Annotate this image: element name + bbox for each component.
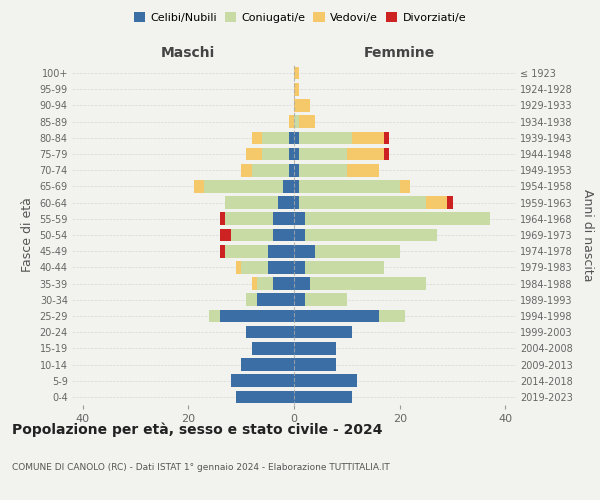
Bar: [347, 148, 384, 160]
Bar: [447, 196, 452, 209]
Bar: [268, 261, 294, 274]
Legend: Celibi/Nubili, Coniugati/e, Vedovi/e, Divorziati/e: Celibi/Nubili, Coniugati/e, Vedovi/e, Di…: [130, 8, 470, 28]
Text: Femmine: Femmine: [364, 46, 436, 60]
Bar: [400, 180, 410, 192]
Bar: [273, 228, 294, 241]
Bar: [294, 342, 336, 354]
Bar: [252, 342, 294, 354]
Bar: [294, 212, 305, 225]
Bar: [384, 132, 389, 144]
Bar: [209, 310, 220, 322]
Bar: [278, 196, 294, 209]
Bar: [294, 278, 310, 290]
Bar: [310, 278, 426, 290]
Bar: [262, 132, 289, 144]
Bar: [225, 245, 268, 258]
Bar: [299, 164, 347, 176]
Bar: [289, 164, 294, 176]
Bar: [194, 180, 204, 192]
Bar: [230, 374, 294, 387]
Bar: [257, 278, 273, 290]
Bar: [299, 180, 400, 192]
Bar: [294, 261, 305, 274]
Bar: [220, 212, 225, 225]
Bar: [268, 245, 294, 258]
Bar: [241, 164, 252, 176]
Bar: [241, 261, 268, 274]
Bar: [247, 148, 262, 160]
Bar: [283, 180, 294, 192]
Bar: [347, 164, 379, 176]
Bar: [426, 196, 447, 209]
Y-axis label: Fasce di età: Fasce di età: [21, 198, 34, 272]
Bar: [289, 132, 294, 144]
Text: Maschi: Maschi: [161, 46, 215, 60]
Bar: [220, 245, 225, 258]
Bar: [294, 245, 315, 258]
Bar: [289, 116, 294, 128]
Bar: [236, 390, 294, 403]
Bar: [247, 326, 294, 338]
Bar: [241, 358, 294, 371]
Text: COMUNE DI CANOLO (RC) - Dati ISTAT 1° gennaio 2024 - Elaborazione TUTTITALIA.IT: COMUNE DI CANOLO (RC) - Dati ISTAT 1° ge…: [12, 462, 390, 471]
Bar: [299, 132, 352, 144]
Y-axis label: Anni di nascita: Anni di nascita: [581, 188, 595, 281]
Bar: [384, 148, 389, 160]
Bar: [294, 180, 299, 192]
Bar: [305, 261, 384, 274]
Bar: [294, 196, 299, 209]
Bar: [294, 67, 299, 80]
Bar: [294, 228, 305, 241]
Bar: [352, 132, 384, 144]
Bar: [294, 132, 299, 144]
Bar: [257, 294, 294, 306]
Bar: [294, 148, 299, 160]
Bar: [379, 310, 405, 322]
Bar: [294, 99, 310, 112]
Bar: [225, 196, 278, 209]
Bar: [204, 180, 283, 192]
Bar: [220, 310, 294, 322]
Bar: [252, 164, 289, 176]
Bar: [299, 148, 347, 160]
Bar: [247, 294, 257, 306]
Bar: [294, 390, 352, 403]
Bar: [315, 245, 400, 258]
Bar: [305, 228, 437, 241]
Bar: [220, 228, 230, 241]
Bar: [273, 212, 294, 225]
Text: Popolazione per età, sesso e stato civile - 2024: Popolazione per età, sesso e stato civil…: [12, 422, 383, 437]
Bar: [294, 164, 299, 176]
Bar: [294, 326, 352, 338]
Bar: [289, 148, 294, 160]
Bar: [252, 132, 262, 144]
Bar: [236, 261, 241, 274]
Bar: [294, 358, 336, 371]
Bar: [230, 228, 273, 241]
Bar: [262, 148, 289, 160]
Bar: [294, 310, 379, 322]
Bar: [305, 294, 347, 306]
Bar: [294, 374, 358, 387]
Bar: [299, 116, 315, 128]
Bar: [252, 278, 257, 290]
Bar: [294, 116, 299, 128]
Bar: [225, 212, 273, 225]
Bar: [294, 83, 299, 96]
Bar: [299, 196, 426, 209]
Bar: [273, 278, 294, 290]
Bar: [305, 212, 490, 225]
Bar: [294, 294, 305, 306]
